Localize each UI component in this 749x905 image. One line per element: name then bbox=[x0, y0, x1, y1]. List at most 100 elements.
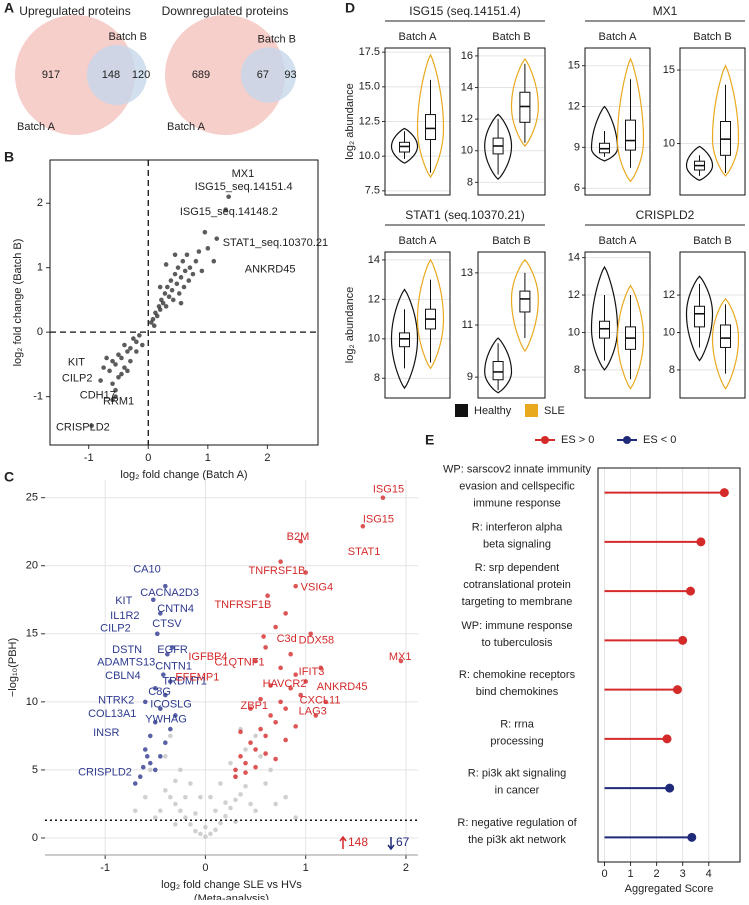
legend-dot bbox=[541, 436, 549, 444]
point bbox=[154, 313, 160, 319]
point bbox=[273, 756, 278, 762]
facet-frame bbox=[384, 251, 451, 399]
category-label: R: negative regulation of bbox=[457, 817, 577, 829]
point bbox=[107, 368, 112, 374]
legend-swatch bbox=[525, 404, 538, 417]
point bbox=[182, 268, 188, 274]
point bbox=[180, 258, 186, 264]
point bbox=[183, 815, 188, 820]
point bbox=[203, 824, 208, 830]
y-tick-label: 0 bbox=[37, 326, 43, 338]
category-label: R: srp dependent bbox=[475, 562, 559, 574]
point bbox=[168, 679, 173, 684]
y-tick-label: 7.5 bbox=[365, 185, 380, 197]
x-tick-label: 2 bbox=[654, 868, 660, 880]
point bbox=[173, 778, 178, 784]
x-axis-label: log₂ fold change (Batch A) bbox=[120, 469, 247, 481]
point bbox=[89, 423, 94, 428]
venn-set-label: Batch A bbox=[167, 121, 206, 133]
point bbox=[116, 352, 121, 358]
point bbox=[110, 381, 115, 387]
point-label: KIT bbox=[68, 356, 85, 368]
point bbox=[173, 822, 178, 827]
venn-title: Upregulated proteins bbox=[19, 4, 130, 18]
category-label: WP: immune response bbox=[461, 620, 572, 632]
y-tick-label: 10 bbox=[663, 137, 675, 149]
x-tick-label: 1 bbox=[205, 452, 211, 464]
y-tick-label: 6 bbox=[574, 182, 580, 194]
point bbox=[176, 291, 182, 296]
box bbox=[599, 320, 610, 339]
x-tick-label: -1 bbox=[100, 862, 110, 874]
legend-dot bbox=[623, 436, 631, 444]
panel-label: B bbox=[4, 149, 14, 165]
point bbox=[213, 808, 218, 814]
point bbox=[303, 570, 308, 575]
violin bbox=[390, 288, 419, 390]
point bbox=[104, 355, 109, 361]
point-label: ANKRD45 bbox=[317, 681, 368, 693]
point-label: RRM1 bbox=[103, 396, 134, 408]
violin bbox=[685, 145, 714, 181]
point bbox=[243, 760, 248, 766]
point-label: B2M bbox=[287, 531, 310, 543]
point bbox=[110, 358, 115, 364]
point bbox=[125, 368, 130, 374]
plot-frame bbox=[49, 159, 319, 446]
x-tick-label: 2 bbox=[403, 862, 409, 874]
point bbox=[283, 706, 288, 711]
point bbox=[263, 781, 268, 786]
x-tick-label: 0 bbox=[145, 452, 151, 464]
point bbox=[163, 304, 169, 309]
x-axis-label: Aggregated Score bbox=[625, 883, 714, 895]
point bbox=[178, 767, 183, 773]
point-label: STAT1 bbox=[348, 546, 381, 558]
facet-frame bbox=[477, 47, 546, 196]
box bbox=[694, 305, 705, 328]
venn-set bbox=[15, 15, 135, 135]
violin bbox=[484, 113, 513, 181]
facet-frame bbox=[477, 251, 546, 399]
point bbox=[162, 291, 168, 296]
venn-count: 93 bbox=[284, 69, 296, 81]
y-tick-label: 10 bbox=[568, 326, 580, 338]
x-axis-label: (Meta-analysis) bbox=[194, 893, 269, 900]
category-label: R: chemokine receptors bbox=[459, 669, 576, 681]
point bbox=[253, 808, 258, 814]
point bbox=[134, 339, 139, 345]
point bbox=[188, 781, 193, 786]
plot-frame bbox=[597, 467, 741, 863]
lollipop-dot bbox=[662, 734, 672, 744]
legend-label: ES < 0 bbox=[643, 434, 676, 446]
venn-count: 120 bbox=[132, 69, 150, 81]
point bbox=[140, 764, 146, 770]
point bbox=[211, 258, 217, 264]
point bbox=[208, 794, 213, 800]
point bbox=[168, 726, 173, 732]
y-tick-label: -1 bbox=[33, 391, 43, 403]
point bbox=[134, 349, 139, 354]
point-label: LAG3 bbox=[299, 705, 327, 717]
point bbox=[283, 794, 288, 800]
box bbox=[492, 361, 504, 381]
point bbox=[268, 767, 273, 773]
point-label: C8G bbox=[148, 686, 171, 698]
point-label: CXCL11 bbox=[300, 694, 341, 706]
point bbox=[253, 733, 258, 739]
facet-frame bbox=[384, 47, 451, 196]
point bbox=[147, 760, 153, 766]
point bbox=[263, 645, 268, 650]
point bbox=[116, 374, 121, 380]
y-tick-label: 14 bbox=[568, 252, 580, 264]
box bbox=[519, 290, 531, 313]
point bbox=[163, 583, 168, 589]
point-label: ISG15 bbox=[373, 483, 404, 495]
y-tick-label: 13 bbox=[461, 267, 473, 279]
point bbox=[283, 611, 288, 616]
venn-title: Downregulated proteins bbox=[162, 4, 289, 18]
y-tick-label: 16 bbox=[461, 50, 473, 62]
violin bbox=[711, 64, 740, 177]
legend-label: Healthy bbox=[474, 405, 512, 417]
point bbox=[203, 834, 208, 839]
point bbox=[288, 685, 293, 691]
